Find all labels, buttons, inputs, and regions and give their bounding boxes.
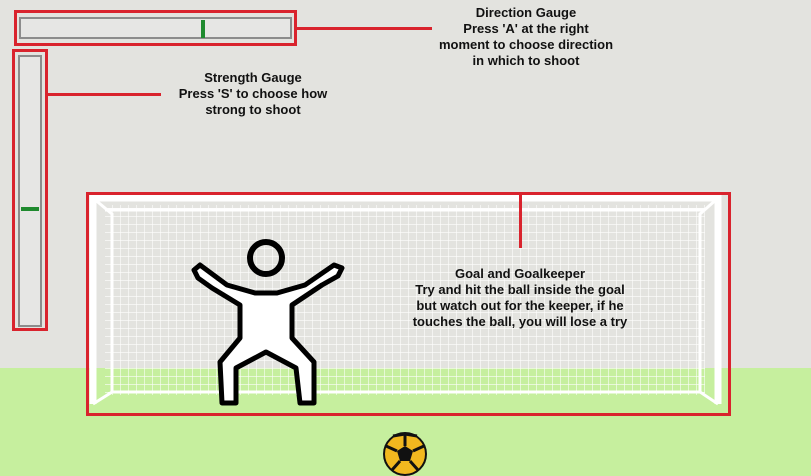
strength-gauge-marker — [21, 207, 39, 211]
strength-connector — [48, 93, 161, 96]
direction-gauge-marker — [201, 20, 205, 38]
strength-gauge-highlight — [12, 49, 48, 331]
strength-gauge-title: Strength Gauge — [204, 70, 302, 85]
goal-title: Goal and Goalkeeper — [454, 266, 586, 281]
strength-gauge-instructions: Strength Gauge Press 'S' to choose how s… — [163, 70, 343, 118]
goal-connector — [519, 195, 522, 248]
direction-gauge-highlight — [14, 10, 297, 46]
goal-instructions: Goal and Goalkeeper Try and hit the ball… — [400, 266, 640, 330]
goal-highlight — [86, 192, 731, 416]
direction-gauge-title: Direction Gauge — [475, 5, 577, 20]
strength-gauge[interactable] — [18, 55, 42, 327]
direction-gauge[interactable] — [19, 17, 292, 39]
direction-gauge-instructions: Direction Gauge Press 'A' at the right m… — [416, 5, 636, 69]
direction-connector — [297, 27, 432, 30]
